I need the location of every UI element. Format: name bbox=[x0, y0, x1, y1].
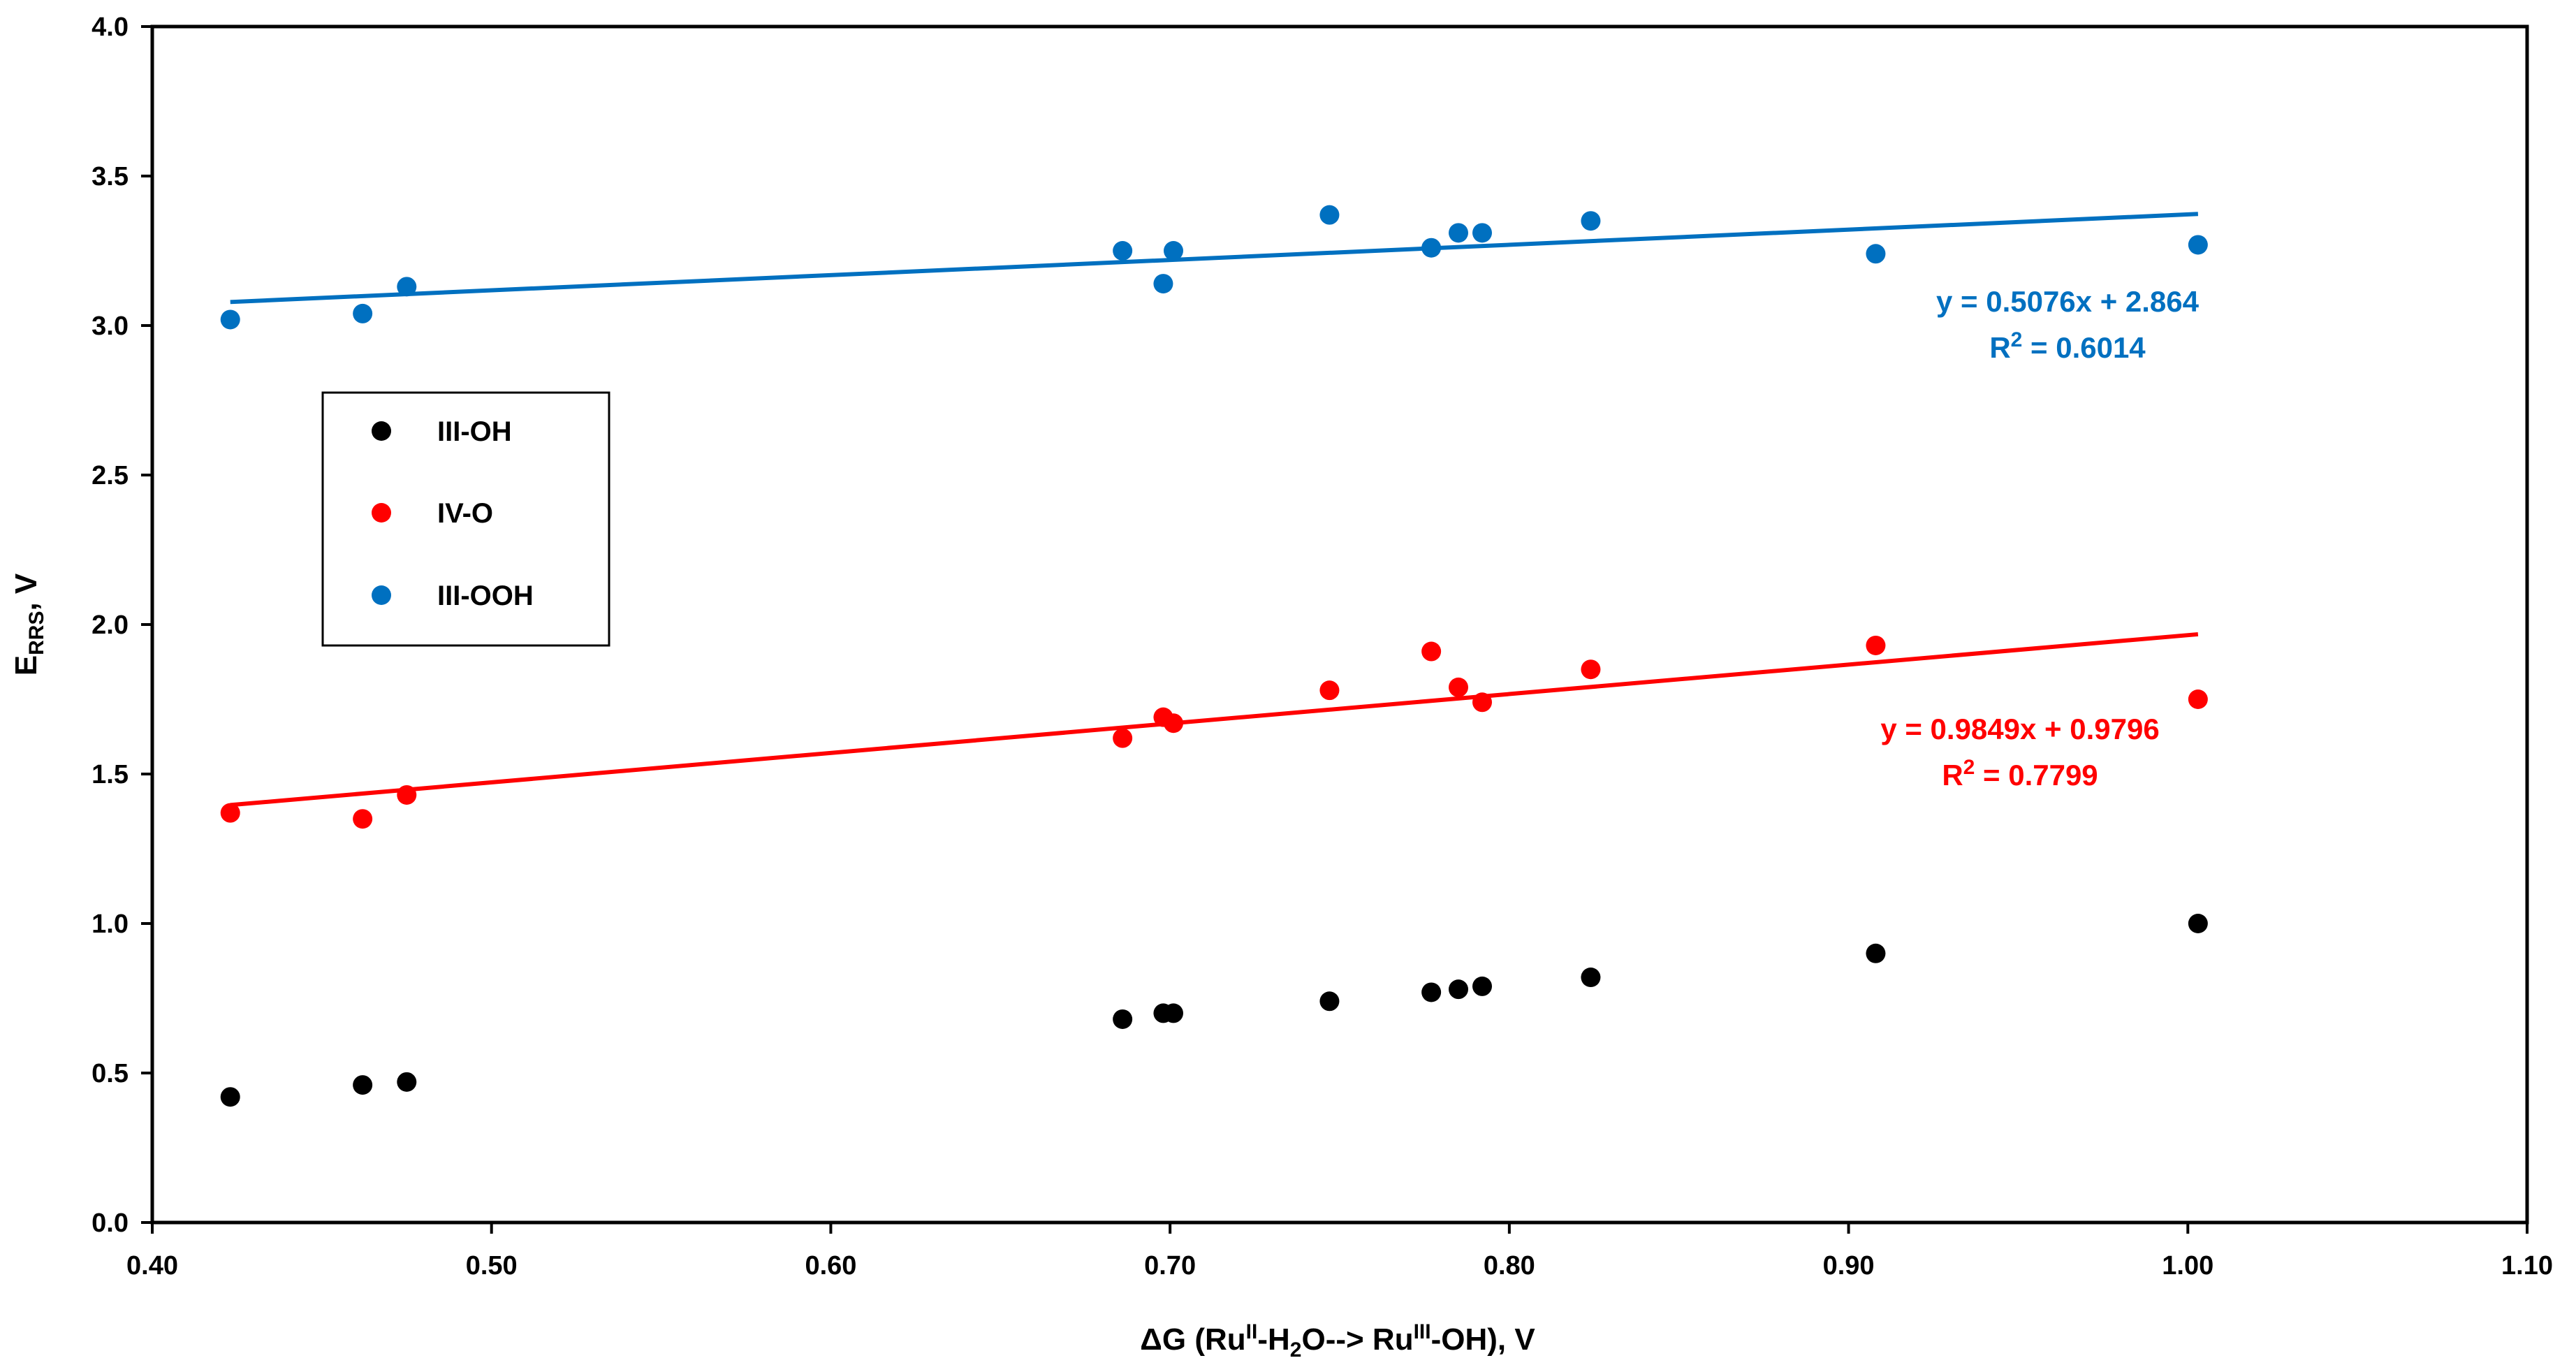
point-iii-oh bbox=[397, 1072, 417, 1092]
y-axis-title: ERRS, V bbox=[9, 573, 48, 676]
r2-iv-o-value: = 0.7799 bbox=[1975, 759, 2098, 791]
annotation-iii-ooh: y = 0.5076x + 2.864 R2 = 0.6014 bbox=[1936, 285, 2200, 364]
x-axis-title-end: -OH), V bbox=[1431, 1322, 1536, 1357]
r2-iii-ooh: R2 = 0.6014 bbox=[1989, 328, 2146, 364]
axis-ticks: 0.40 0.50 0.60 0.70 0.80 0.90 1.00 1.10 0.0 0.5 1.… bbox=[92, 13, 2553, 1280]
point-iv-o bbox=[397, 784, 417, 805]
point-iv-o bbox=[2188, 689, 2208, 709]
plot-area-frame bbox=[150, 24, 2529, 1225]
r2-iii-ooh-value: = 0.6014 bbox=[2022, 331, 2146, 364]
point-iii-ooh bbox=[1472, 223, 1492, 243]
x-tick-label: 1.00 bbox=[2162, 1251, 2213, 1280]
legend-label-iii-ooh: III-OOH bbox=[437, 581, 534, 611]
y-axis-title-end: , V bbox=[9, 573, 43, 611]
point-iii-ooh bbox=[1421, 238, 1442, 258]
point-iii-oh bbox=[220, 1087, 240, 1107]
point-iii-ooh bbox=[220, 309, 240, 330]
x-tick-label: 0.40 bbox=[126, 1251, 178, 1280]
point-iii-oh bbox=[1449, 979, 1468, 1000]
x-tick-label: 1.10 bbox=[2501, 1251, 2553, 1280]
y-axis-title-sub: RRS bbox=[25, 611, 48, 655]
trendlines bbox=[230, 212, 2199, 808]
legend-box bbox=[321, 391, 610, 647]
legend-marker-iii-ooh bbox=[372, 585, 391, 605]
r2-iii-ooh-label: R bbox=[1989, 331, 2010, 364]
point-iii-oh bbox=[1164, 1003, 1183, 1023]
point-iii-ooh bbox=[2188, 235, 2208, 255]
point-iii-oh bbox=[1472, 976, 1492, 996]
point-iii-oh bbox=[1319, 991, 1340, 1012]
point-iii-ooh bbox=[1113, 241, 1133, 261]
legend: III-OH IV-O III-OOH bbox=[321, 391, 610, 647]
point-iii-oh bbox=[2188, 914, 2208, 933]
x-axis-title-sup1: II bbox=[1246, 1320, 1258, 1343]
point-iii-ooh bbox=[1319, 205, 1340, 225]
point-iv-o bbox=[1113, 728, 1133, 748]
y-tick-label: 4.0 bbox=[92, 13, 129, 42]
point-iv-o bbox=[1449, 677, 1468, 697]
trendline-iv-o bbox=[230, 632, 2199, 808]
point-iii-oh bbox=[1581, 968, 1601, 988]
point-iii-ooh bbox=[1449, 223, 1468, 243]
y-tick-label: 1.0 bbox=[92, 910, 129, 939]
r2-iv-o-label: R bbox=[1942, 759, 1963, 791]
point-iv-o bbox=[1421, 641, 1442, 662]
x-tick-label: 0.90 bbox=[1823, 1251, 1875, 1280]
y-axis-title-main: E bbox=[9, 655, 43, 676]
r2-iv-o: R2 = 0.7799 bbox=[1942, 756, 2098, 791]
point-iii-ooh bbox=[1581, 211, 1601, 231]
point-iv-o bbox=[1472, 692, 1492, 713]
point-iii-oh bbox=[1113, 1009, 1133, 1029]
y-tick-label: 1.5 bbox=[92, 760, 129, 789]
annotation-iv-o: y = 0.9849x + 0.9796 R2 = 0.7799 bbox=[1880, 713, 2159, 791]
x-axis-title-mid1: -H bbox=[1257, 1322, 1289, 1357]
equation-iii-ooh: y = 0.5076x + 2.864 bbox=[1936, 285, 2200, 318]
x-axis-title-main: ΔG (Ru bbox=[1140, 1322, 1245, 1357]
point-iii-ooh bbox=[1164, 241, 1183, 261]
point-iii-ooh bbox=[1153, 274, 1173, 294]
point-iii-oh bbox=[1421, 982, 1442, 1002]
r2-iii-ooh-sup: 2 bbox=[2011, 328, 2023, 351]
y-tick-label: 3.5 bbox=[92, 162, 129, 191]
point-iii-oh bbox=[353, 1075, 373, 1095]
x-tick-label: 0.80 bbox=[1484, 1251, 1535, 1280]
y-tick-label: 3.0 bbox=[92, 312, 129, 341]
x-axis-title-sub1: 2 bbox=[1290, 1338, 1302, 1362]
point-iii-ooh bbox=[1866, 244, 1886, 264]
y-tick-label: 2.5 bbox=[92, 461, 129, 490]
trendline-iii-ooh bbox=[230, 212, 2198, 305]
data-points bbox=[220, 205, 2208, 1107]
legend-marker-iii-oh bbox=[372, 421, 391, 441]
x-tick-label: 0.70 bbox=[1144, 1251, 1196, 1280]
point-iv-o bbox=[220, 803, 240, 823]
legend-label-iv-o: IV-O bbox=[437, 498, 493, 529]
y-tick-label: 2.0 bbox=[92, 611, 129, 640]
point-iv-o bbox=[353, 809, 373, 829]
x-tick-label: 0.50 bbox=[466, 1251, 518, 1280]
point-iii-ooh bbox=[353, 303, 373, 323]
x-axis-title-sup2: III bbox=[1414, 1320, 1431, 1343]
legend-label-iii-oh: III-OH bbox=[437, 416, 512, 447]
point-iv-o bbox=[1319, 680, 1340, 701]
point-iv-o bbox=[1866, 635, 1886, 655]
r2-iv-o-sup: 2 bbox=[1963, 756, 1975, 779]
point-iii-ooh bbox=[397, 277, 417, 297]
point-iv-o bbox=[1581, 659, 1601, 680]
y-tick-label: 0.0 bbox=[92, 1209, 129, 1238]
point-iv-o bbox=[1164, 713, 1183, 734]
x-tick-label: 0.60 bbox=[805, 1251, 856, 1280]
equation-iv-o: y = 0.9849x + 0.9796 bbox=[1880, 713, 2159, 745]
legend-marker-iv-o bbox=[372, 503, 391, 523]
point-iii-oh bbox=[1866, 943, 1886, 963]
x-axis-title-mid2: O--> Ru bbox=[1301, 1322, 1413, 1357]
x-axis-title: ΔG (RuII-H2O--> RuIII-OH), V bbox=[1140, 1320, 1535, 1362]
y-tick-label: 0.5 bbox=[92, 1059, 129, 1088]
